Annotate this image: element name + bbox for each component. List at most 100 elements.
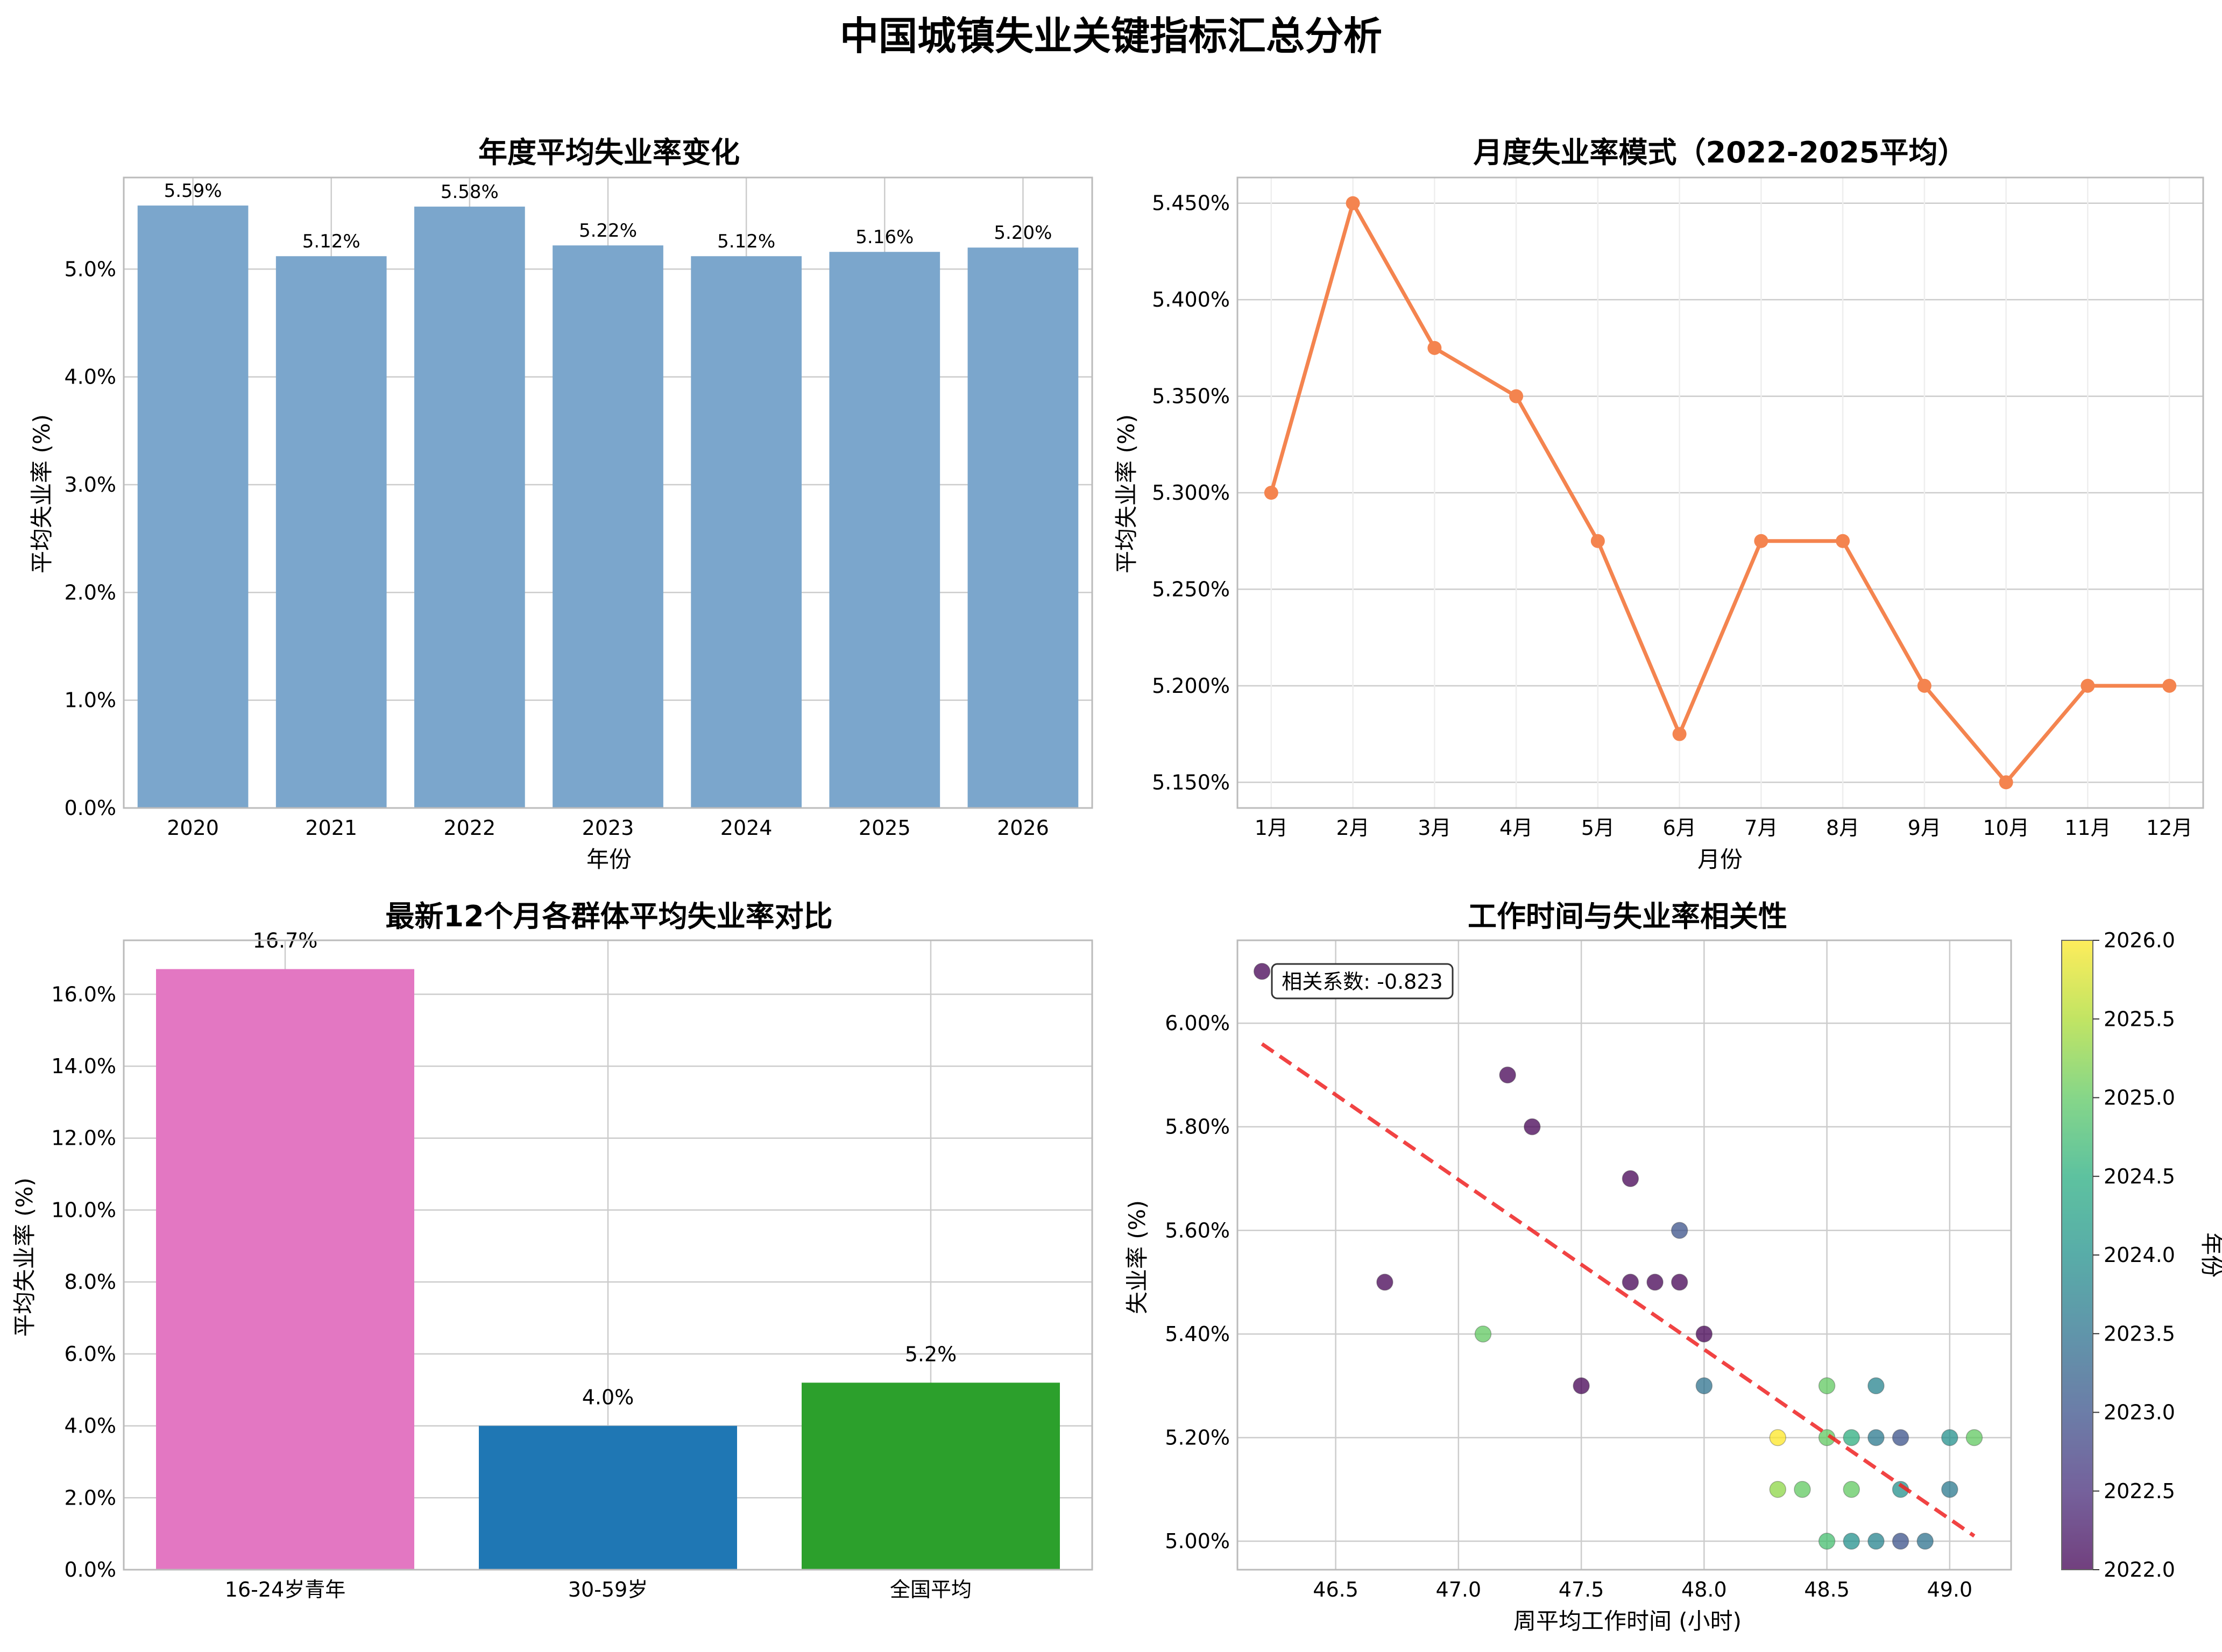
plot-frame: [123, 176, 1093, 809]
scatter-chart-xlabel: 周平均工作时间 (小时): [1513, 1608, 1742, 1634]
point-1月: [1264, 486, 1278, 500]
y-tick-label: 5.0%: [64, 257, 116, 281]
scatter-point: [1867, 1533, 1885, 1550]
x-tick-label: 47.5: [1559, 1578, 1604, 1601]
colorbar-tick-label: 2025.0: [2104, 1086, 2175, 1110]
plot-frame: [1236, 939, 2012, 1571]
x-tick-label: 3月: [1418, 816, 1451, 840]
point-11月: [2081, 678, 2095, 693]
bar-30-59岁: [479, 1426, 737, 1570]
scatter-point: [1892, 1429, 1909, 1447]
colorbar-tick-label: 2022.0: [2104, 1558, 2175, 1582]
point-7月: [1754, 534, 1768, 548]
x-tick-label: 2021: [305, 816, 357, 840]
bar-2021: [275, 256, 387, 809]
x-tick-label: 16-24岁青年: [225, 1578, 345, 1601]
bar-2026: [967, 247, 1079, 809]
y-tick-label: 3.0%: [64, 473, 116, 497]
x-tick-label: 2025: [859, 816, 911, 840]
x-tick-label: 6月: [1663, 816, 1696, 840]
annual-chart-ylabel: 平均失业率 (%): [29, 414, 55, 573]
trend-line: [1261, 1042, 1976, 1538]
x-tick-label: 5月: [1581, 816, 1615, 840]
y-tick-label: 5.150%: [1152, 770, 1230, 794]
y-tick-label: 4.0%: [64, 1414, 116, 1438]
scatter-point: [1769, 1429, 1787, 1447]
plot-frame: [1236, 176, 2204, 809]
scatter-point: [1646, 1273, 1664, 1291]
annual-chart-xlabel: 年份: [586, 846, 632, 873]
point-4月: [1509, 389, 1524, 403]
x-tick-label: 12月: [2146, 816, 2192, 840]
scatter-point: [1892, 1533, 1909, 1550]
group-rate-bar-chart: 最新12个月各群体平均失业率对比 16.7%4.0%5.2%0.0%2.0%4.…: [11, 899, 1093, 1601]
monthly-pattern-line-chart: 月度失业率模式（2022-2025平均） 5.150% 5.200% 5.250% 5…: [1113, 136, 2204, 873]
x-tick-label: 30-59岁: [568, 1578, 648, 1601]
x-tick-label: 11月: [2064, 816, 2111, 840]
x-tick-label: 2月: [1336, 816, 1369, 840]
scatter-point: [1965, 1429, 1983, 1447]
scatter-point: [1671, 1222, 1688, 1239]
data-label-2026: 5.20%: [994, 222, 1052, 244]
bar-16-24岁青年: [156, 969, 414, 1570]
point-6月: [1672, 727, 1687, 741]
correlation-annotation-text: 相关系数: -0.823: [1282, 970, 1442, 994]
y-tick-label: 5.200%: [1152, 674, 1230, 698]
colorbar-tick-label: 2023.5: [2104, 1322, 2175, 1345]
bar-2025: [829, 252, 940, 809]
plot-frame: [123, 939, 1093, 1571]
scatter-point: [1843, 1429, 1860, 1447]
colorbar-tick-label: 2024.0: [2104, 1243, 2175, 1267]
y-tick-label: 1.0%: [64, 689, 116, 712]
x-tick-label: 7月: [1744, 816, 1778, 840]
y-tick-label: 5.250%: [1152, 577, 1230, 601]
y-tick-label: 2.0%: [64, 580, 116, 604]
bar-2020: [137, 205, 249, 809]
point-9月: [1917, 678, 1931, 693]
scatter-point: [1941, 1429, 1958, 1447]
monthly-rate-line: [1269, 201, 2170, 784]
point-5月: [1590, 534, 1605, 548]
y-tick-label: 12.0%: [51, 1126, 116, 1150]
y-tick-label: 0.0%: [64, 1558, 116, 1582]
scatter-point: [1474, 1325, 1492, 1343]
y-tick-label: 5.350%: [1152, 385, 1230, 408]
scatter-point: [1818, 1533, 1836, 1550]
scatter-point: [1622, 1273, 1639, 1291]
data-label-2022: 5.58%: [441, 181, 499, 203]
x-tick-label: 1月: [1255, 816, 1288, 840]
data-label-2021: 5.12%: [302, 231, 360, 252]
y-tick-label: 5.20%: [1165, 1426, 1230, 1449]
colorbar-label: 年份: [2198, 1232, 2222, 1278]
data-label-30-59岁: 4.0%: [582, 1386, 634, 1409]
colorbar-tick-label: 2023.0: [2104, 1401, 2175, 1424]
y-tick-label: 5.40%: [1165, 1322, 1230, 1346]
y-tick-label: 6.0%: [64, 1342, 116, 1366]
monthly-chart-ylabel: 平均失业率 (%): [1113, 414, 1140, 573]
data-label-2025: 5.16%: [855, 226, 914, 248]
x-tick-label: 2022: [443, 816, 496, 840]
scatter-point: [1524, 1118, 1541, 1136]
scatter-point: [1867, 1429, 1885, 1447]
x-tick-label: 2026: [997, 816, 1049, 840]
y-tick-label: 4.0%: [64, 365, 116, 389]
annual-rate-bar-chart: 年度平均失业率变化 5.59% 5.12% 5.58% 5.22% 5.12% 5.16%…: [29, 136, 1093, 873]
y-tick-label: 10.0%: [51, 1198, 116, 1222]
point-10月: [1999, 775, 2013, 790]
hours-vs-rate-scatter-chart: 工作时间与失业率相关性 5.00% 5.20% 5.40% 5.60% 5.80% 6.0…: [1124, 899, 2222, 1634]
x-tick-label: 2020: [167, 816, 219, 840]
scatter-point: [1843, 1533, 1860, 1550]
bar-全国平均: [802, 1382, 1060, 1570]
data-label-2024: 5.12%: [717, 231, 775, 252]
year-colorbar: 2022.0 2022.5 2023.0 2023.5 2024.0 2024.5 2025…: [2061, 928, 2222, 1582]
scatter-point: [1695, 1377, 1713, 1394]
y-tick-label: 5.60%: [1165, 1218, 1230, 1242]
point-12月: [2162, 678, 2177, 693]
scatter-point: [1499, 1066, 1516, 1084]
point-3月: [1427, 341, 1442, 355]
x-tick-label: 47.0: [1436, 1578, 1482, 1601]
monthly-chart-xlabel: 月份: [1697, 846, 1743, 873]
x-tick-label: 46.5: [1313, 1578, 1358, 1601]
scatter-point: [1671, 1273, 1688, 1291]
